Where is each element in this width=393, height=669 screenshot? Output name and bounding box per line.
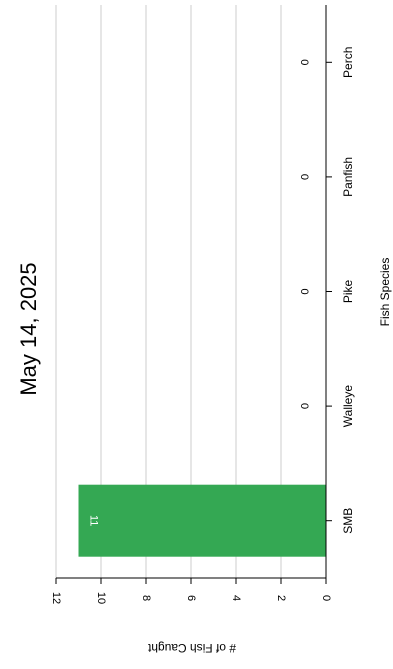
category-axis-label: Fish Species	[378, 258, 392, 327]
data-label: 0	[298, 288, 310, 294]
data-label: 11	[88, 515, 100, 526]
category-tick-label: Pike	[341, 280, 355, 304]
value-axis-ticks: 0 2 4 6 8 10 12	[50, 578, 332, 604]
category-tick-label: SMB	[341, 508, 355, 534]
value-tick-label: 4	[230, 595, 242, 601]
value-tick-label: 8	[140, 595, 152, 601]
category-axis-ticks: SMB Walleye Pike Panfish Perch	[326, 47, 355, 534]
grid-lines	[55, 5, 282, 578]
value-tick-label: 2	[275, 595, 287, 601]
value-tick-label: 10	[95, 592, 107, 604]
category-tick-label: Walleye	[341, 385, 355, 428]
value-axis-label: # of Fish Caught	[147, 641, 236, 655]
data-label: 0	[298, 174, 310, 180]
category-tick-label: Perch	[341, 47, 355, 78]
value-tick-label: 12	[50, 592, 62, 604]
category-tick-label: Panfish	[341, 157, 355, 197]
value-tick-label: 0	[320, 595, 332, 601]
data-label: 0	[298, 59, 310, 65]
chart-title: May 14, 2025	[16, 262, 41, 395]
data-label: 0	[298, 403, 310, 409]
bar	[78, 484, 326, 557]
data-labels: 11 0 0 0 0	[88, 59, 311, 526]
value-tick-label: 6	[185, 595, 197, 601]
bars	[78, 484, 326, 557]
